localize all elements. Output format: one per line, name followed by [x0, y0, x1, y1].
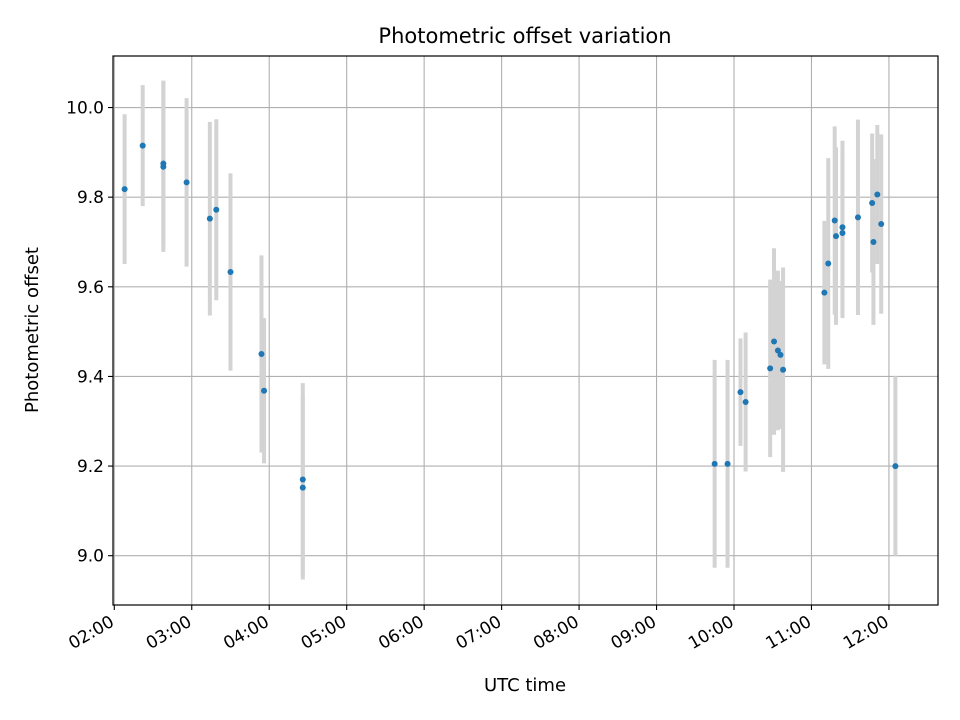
- x-axis-label: UTC time: [484, 675, 566, 696]
- y-tick-label: 9.2: [77, 457, 104, 477]
- y-tick-label: 9.0: [77, 547, 104, 567]
- plot-frame: [112, 55, 939, 606]
- y-tick-label: 9.6: [77, 278, 104, 298]
- data-point: [299, 484, 306, 491]
- data-point: [258, 351, 265, 358]
- data-point: [121, 186, 128, 193]
- data-point: [780, 366, 787, 373]
- plot-area: [113, 56, 938, 605]
- data-point: [711, 460, 718, 467]
- data-point: [183, 179, 190, 186]
- data-point: [227, 269, 234, 276]
- data-point: [139, 142, 146, 149]
- chart-title: Photometric offset variation: [378, 24, 671, 48]
- data-point: [742, 398, 749, 405]
- data-point: [777, 351, 784, 358]
- data-point: [774, 347, 781, 354]
- data-point: [839, 224, 846, 231]
- data-point: [261, 387, 268, 394]
- data-point: [870, 238, 877, 245]
- data-point: [213, 206, 220, 213]
- grid: [113, 56, 938, 605]
- data-point: [825, 260, 832, 267]
- y-axis: 9.0 9.2 9.4 9.6 9.8 10.0: [66, 99, 113, 567]
- y-axis-label: Photometric offset: [22, 247, 43, 413]
- data-point: [206, 215, 213, 222]
- data-point: [833, 233, 840, 240]
- data-point: [831, 217, 838, 224]
- data-point: [878, 221, 885, 228]
- data-point: [724, 460, 731, 467]
- data-point: [160, 163, 167, 170]
- data-point: [874, 191, 881, 198]
- data-point: [771, 338, 778, 345]
- data-point: [839, 230, 846, 237]
- data-point: [892, 463, 899, 470]
- y-tick-label: 9.8: [77, 188, 104, 208]
- data-point: [767, 365, 774, 372]
- y-tick-label: 9.4: [77, 367, 104, 387]
- data-point: [869, 199, 876, 206]
- data-point: [854, 214, 861, 221]
- data-point: [299, 476, 306, 483]
- data-point: [737, 389, 744, 396]
- data-points: [121, 142, 899, 491]
- data-point: [821, 289, 828, 296]
- y-tick-label: 10.0: [66, 99, 104, 119]
